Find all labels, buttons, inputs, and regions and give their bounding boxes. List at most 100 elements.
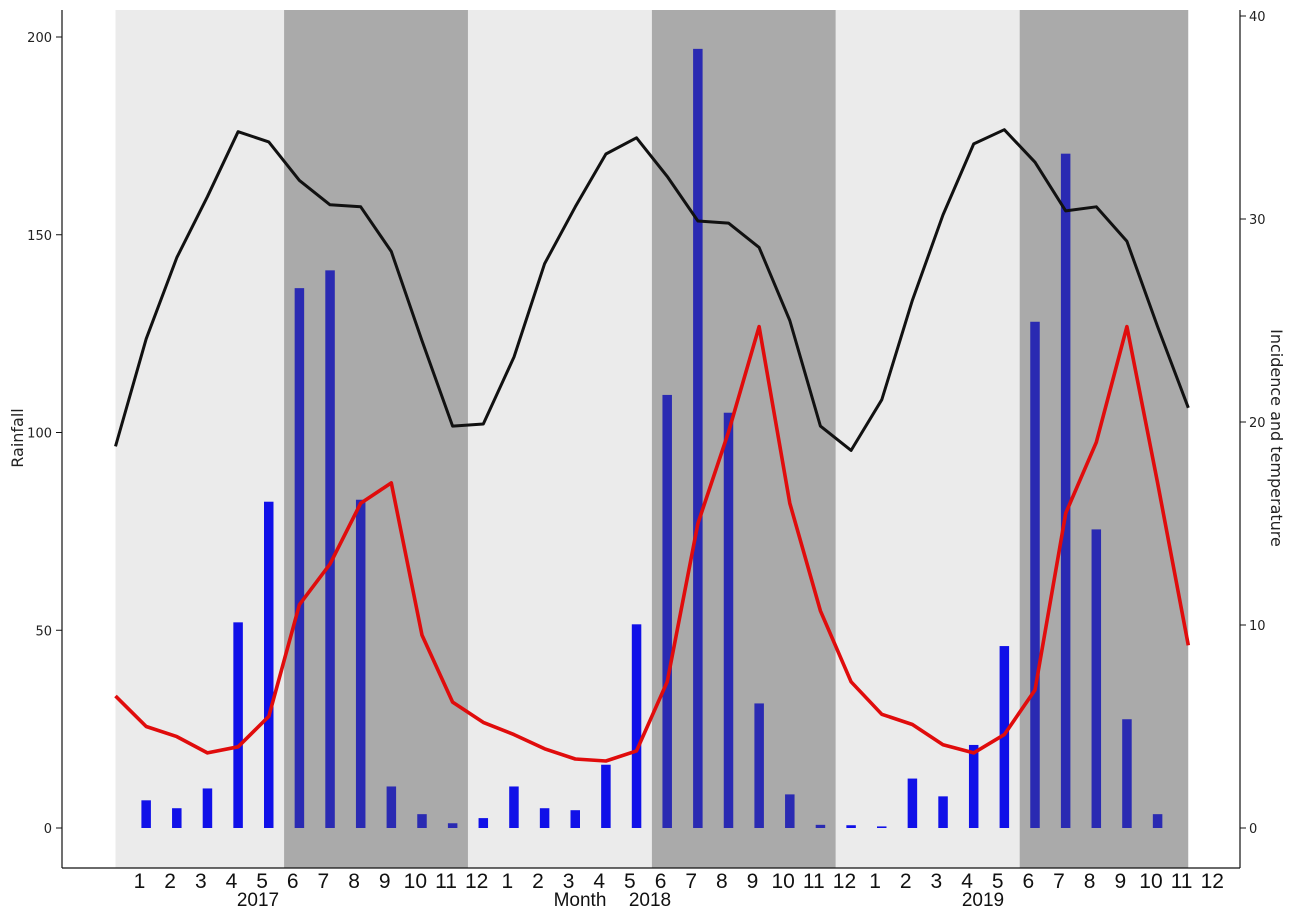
month-label: 7	[318, 870, 330, 893]
wet-season-band	[1019, 10, 1189, 868]
rainfall-bar	[846, 825, 856, 828]
right-tick-label: 40	[1249, 10, 1266, 25]
month-label: 10	[404, 870, 427, 893]
left-tick-label: 50	[35, 624, 52, 639]
year-label: 2018	[629, 890, 671, 911]
month-label: 2	[532, 870, 544, 893]
month-label: 4	[961, 870, 973, 893]
month-label: 10	[1139, 870, 1162, 893]
month-label: 5	[624, 870, 636, 893]
month-label: 10	[771, 870, 794, 893]
month-label: 3	[931, 870, 943, 893]
month-labels: 1 2 3 4 5 6 7 8 9 10 11 12 1 2 3 4 5 6 7 8 9 10 11 12 1 2 3 4 5 6 7 8 9 1…	[134, 870, 1224, 893]
month-label: 5	[992, 870, 1004, 893]
month-label: 12	[465, 870, 488, 893]
lines	[114, 128, 1191, 763]
month-label: 3	[195, 870, 207, 893]
rainfall-bar	[815, 824, 826, 828]
month-label: 9	[379, 870, 391, 893]
rainfall-bar	[478, 818, 489, 828]
left-axis-ticks: 0 50 100 150 200	[27, 31, 62, 837]
right-tick-label: 0	[1249, 822, 1257, 837]
month-label: 7	[1053, 870, 1065, 893]
rainfall-bar	[785, 794, 795, 828]
rainfall-bar	[968, 744, 979, 828]
rainfall-bar	[355, 499, 366, 828]
rainfall-bar	[294, 288, 305, 829]
rainfall-bar	[999, 646, 1010, 828]
month-label: 6	[287, 870, 299, 893]
rainfall-bar	[172, 808, 182, 828]
month-label: 1	[869, 870, 881, 893]
month-label: 8	[716, 870, 728, 893]
rainfall-bar	[723, 412, 734, 828]
rainfall-bar	[601, 764, 611, 828]
left-tick-label: 150	[27, 229, 52, 244]
rainfall-bar	[509, 786, 519, 828]
month-label: 3	[563, 870, 575, 893]
rainfall-bar	[539, 808, 550, 828]
month-label: 4	[226, 870, 238, 893]
month-label: 9	[1114, 870, 1126, 893]
year-label: 2019	[962, 890, 1004, 911]
month-label: 11	[435, 870, 457, 893]
month-label: 7	[685, 870, 697, 893]
month-label: 8	[348, 870, 360, 893]
rainfall-bar	[1122, 719, 1132, 828]
rainfall-bar	[1152, 814, 1163, 828]
month-label: 9	[747, 870, 759, 893]
y-axis-title-right: Incidence and temperature	[1267, 329, 1286, 547]
y-axis-title-left: Rainfall	[8, 408, 27, 467]
rainfall-bar	[325, 270, 335, 829]
month-label: 1	[134, 870, 146, 893]
rainfall-bar	[631, 624, 642, 828]
month-label: 1	[501, 870, 513, 893]
rainfall-bar	[386, 786, 397, 828]
rainfall-bar	[1030, 321, 1040, 828]
rainfall-bar	[417, 814, 427, 828]
right-axis-ticks: 0 10 20 30 40	[1240, 10, 1266, 837]
wet-season-band	[284, 10, 468, 868]
month-label: 6	[1023, 870, 1035, 893]
month-label: 6	[655, 870, 667, 893]
month-label: 11	[803, 870, 825, 893]
rainfall-bar	[938, 796, 948, 828]
season-background	[115, 10, 1189, 868]
month-label: 5	[256, 870, 268, 893]
rainfall-bars	[141, 48, 1163, 829]
rainfall-bar	[877, 826, 887, 828]
right-tick-label: 30	[1249, 213, 1266, 228]
temperature-line	[114, 128, 1190, 452]
dry-season-band	[467, 10, 652, 868]
dry-season-band	[835, 10, 1020, 868]
rainfall-bar	[754, 703, 764, 828]
right-tick-label: 10	[1249, 619, 1266, 634]
rainfall-bar	[570, 810, 580, 828]
rainfall-bar	[662, 394, 672, 828]
incidence-line	[114, 324, 1191, 763]
rainfall-bar	[693, 48, 703, 829]
month-label: 12	[833, 870, 856, 893]
left-tick-label: 0	[44, 822, 52, 837]
rainfall-bar	[447, 823, 458, 828]
month-label: 2	[164, 870, 176, 893]
month-label: 8	[1084, 870, 1096, 893]
right-tick-label: 20	[1249, 416, 1266, 431]
month-label: 4	[593, 870, 605, 893]
month-label: 11	[1171, 870, 1193, 893]
rainfall-bar	[1060, 153, 1071, 829]
year-label: 2017	[237, 890, 279, 911]
rainfall-bar	[264, 501, 274, 828]
left-tick-label: 100	[27, 427, 52, 442]
rainfall-bar	[202, 788, 213, 828]
x-axis-title: Month	[554, 890, 607, 911]
rainfall-bar	[233, 622, 243, 828]
rainfall-bar	[907, 778, 918, 828]
left-tick-label: 200	[27, 31, 52, 46]
month-label: 12	[1201, 870, 1224, 893]
rainfall-bar	[1091, 529, 1102, 828]
rainfall-bar	[141, 800, 151, 828]
wet-season-band	[651, 10, 836, 868]
year-labels: 2017 2018 2019	[237, 890, 1004, 911]
